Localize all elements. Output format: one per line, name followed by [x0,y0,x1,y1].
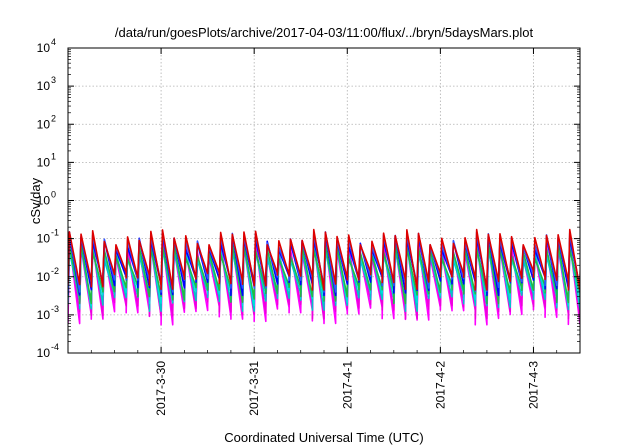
x-tick-label: 2017-3-31 [247,361,261,416]
y-tick-exponent: -1 [51,228,59,238]
y-tick-exponent: -2 [51,266,59,276]
y-tick-label: 10 [37,155,51,169]
y-tick-exponent: -4 [51,342,59,352]
y-tick-label: 10 [37,117,51,131]
y-tick-label: 10 [37,232,51,246]
y-tick-label: 10 [37,270,51,284]
x-tick-label: 2017-4-1 [340,361,354,409]
y-tick-exponent: 3 [51,75,56,85]
y-tick-exponent: 4 [51,37,56,47]
y-tick-label: 10 [37,346,51,360]
y-tick-label: 10 [37,194,51,208]
series-layer [68,228,580,326]
x-tick-label: 2017-4-2 [433,361,447,409]
x-tick-label: 2017-4-3 [526,361,540,409]
chart-title: /data/run/goesPlots/archive/2017-04-03/1… [115,25,534,40]
y-tick-exponent: 0 [51,190,56,200]
y-axis-label: cSv/day [28,177,43,224]
y-tick-label: 10 [37,41,51,55]
y-tick-exponent: -3 [51,304,59,314]
y-tick-label: 10 [37,79,51,93]
series-line [68,228,580,291]
y-tick-label: 10 [37,308,51,322]
x-axis-label: Coordinated Universal Time (UTC) [224,430,423,445]
x-tick-label: 2017-3-30 [154,361,168,416]
y-tick-exponent: 2 [51,113,56,123]
x-ticks: 2017-3-30 2017-3-31 2017-4-1 2017-4-2 2017-4… [67,48,581,416]
y-tick-exponent: 1 [51,151,56,161]
